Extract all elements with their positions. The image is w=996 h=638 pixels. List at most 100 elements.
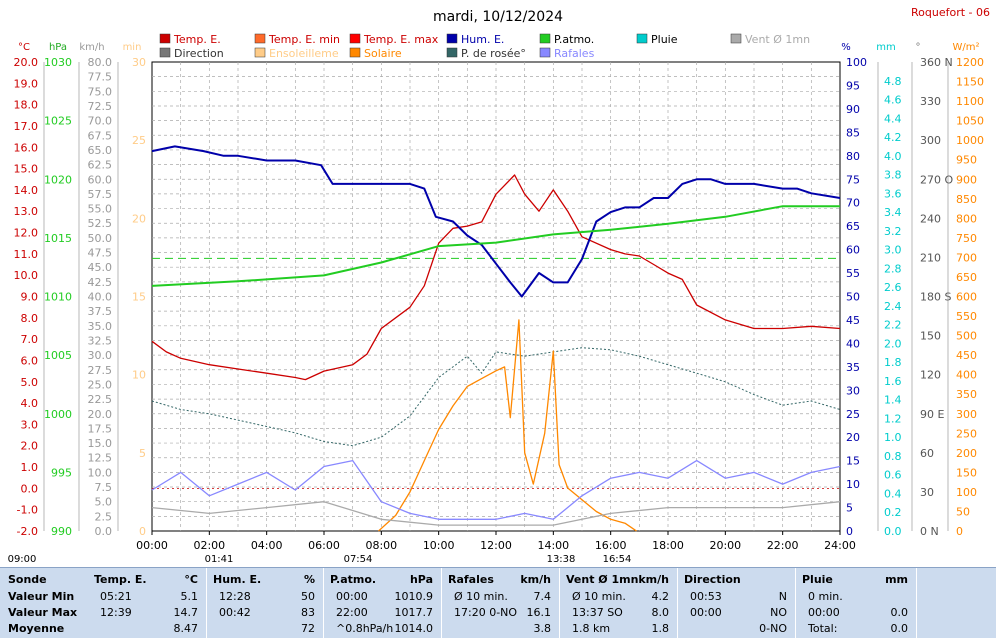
tick-hum: 85 — [846, 126, 860, 139]
tick-temp: 7.0 — [21, 333, 39, 346]
tick-wind: 7.5 — [95, 481, 113, 494]
table-cell-left: 00:00 — [808, 606, 840, 619]
table-cell-left: 00:42 — [219, 606, 251, 619]
tick-rain: 4.8 — [884, 75, 902, 88]
tick-dir: 300 — [920, 134, 941, 147]
tick-wind: 27.5 — [88, 364, 113, 377]
tick-rain: 4.4 — [884, 112, 902, 125]
tick-hum: 35 — [846, 361, 860, 374]
tick-wind: 30.0 — [88, 349, 113, 362]
tick-temp: 11.0 — [14, 248, 39, 261]
series-line — [378, 319, 637, 532]
table-column: Temp. E. °C 05:21 5.1 12:39 14.7 8.47 — [88, 568, 207, 638]
tick-rain: 4.0 — [884, 150, 902, 163]
table-cell-left: 12:28 — [219, 590, 251, 603]
tick-rain: 3.0 — [884, 244, 902, 257]
tick-temp: 10.0 — [14, 269, 39, 282]
tick-minutes: 5 — [139, 447, 146, 460]
table-column: Vent Ø 1mn km/h Ø 10 min. 4.2 13:37 SO 8.0 1.8… — [560, 568, 678, 638]
tick-solar: 350 — [956, 388, 977, 401]
series-line — [151, 145, 841, 298]
table-cell-left: 1.8 km — [572, 622, 611, 635]
tick-temp: 3.0 — [21, 418, 39, 431]
tick-hum: 95 — [846, 79, 860, 92]
sun-marker: 09:00 — [8, 554, 37, 565]
table-cell-left: Total: — [808, 622, 838, 635]
table-cell-left: Ø 10 min. — [572, 590, 626, 603]
column-header: Vent Ø 1mn — [566, 573, 639, 586]
tick-wind: 45.0 — [88, 261, 113, 274]
tick-rain: 1.4 — [884, 394, 902, 407]
tick-minutes: 0 — [139, 525, 146, 538]
tick-rain: 2.4 — [884, 300, 902, 313]
tick-rain: 0.2 — [884, 506, 902, 519]
tick-solar: 650 — [956, 271, 977, 284]
tick-dir: 180 S — [920, 291, 951, 304]
tick-minutes: 10 — [132, 369, 146, 382]
tick-wind: 67.5 — [88, 129, 113, 142]
legend-label: Hum. E. — [461, 33, 504, 46]
table-cell-left: 12:39 — [100, 606, 132, 619]
table-cell-left: Ø 10 min. — [454, 590, 508, 603]
legend-label: Temp. E. — [173, 33, 221, 46]
time-label: 16:00 — [595, 539, 627, 552]
legend-swatch — [254, 33, 266, 44]
column-header: P.atmo. — [330, 573, 377, 586]
tick-solar: 0 — [956, 525, 963, 538]
table-cell-value: 1.8 — [651, 622, 670, 635]
tick-solar: 50 — [956, 505, 970, 518]
column-unit: hPa — [409, 573, 433, 586]
tick-wind: 10.0 — [88, 466, 113, 479]
tick-rain: 0.0 — [884, 525, 902, 538]
time-label: 10:00 — [423, 539, 455, 552]
axis-unit-pressure: hPa — [49, 42, 67, 53]
table-cell-value: 8.47 — [173, 622, 199, 635]
table-column: Hum. E.% 12:28 50 00:42 83 72 — [207, 568, 324, 638]
table-cell-value: 7.4 — [533, 590, 552, 603]
table-cell-left: 00:00 — [690, 606, 722, 619]
table-cell-value: 14.7 — [173, 606, 199, 619]
legend-label: P.atmo. — [554, 33, 594, 46]
tick-rain: 1.0 — [884, 431, 902, 444]
tick-hum: 55 — [846, 267, 860, 280]
tick-hum: 75 — [846, 173, 860, 186]
tick-wind: 20.0 — [88, 408, 113, 421]
time-label: 04:00 — [251, 539, 283, 552]
table-cell-value: 1014.0 — [394, 622, 434, 635]
tick-wind: 57.5 — [88, 188, 113, 201]
tick-temp: 4.0 — [21, 397, 39, 410]
tick-rain: 3.6 — [884, 187, 902, 200]
axis-unit-dir: ° — [916, 42, 921, 53]
tick-wind: 47.5 — [88, 247, 113, 260]
column-header: Hum. E. — [213, 573, 262, 586]
tick-wind: 75.0 — [88, 85, 113, 98]
column-header: Direction — [684, 573, 741, 586]
tick-solar: 150 — [956, 466, 977, 479]
table-cell-value: 5.1 — [180, 590, 199, 603]
table-column: Rafales km/h Ø 10 min. 7.4 17:20 0-NO 16.1 3.8 — [442, 568, 560, 638]
tick-temp: 20.0 — [14, 56, 39, 69]
tick-pressure: 1025 — [44, 115, 72, 128]
legend-label: Vent Ø 1mn — [745, 33, 810, 46]
column-header: Pluie — [802, 573, 833, 586]
legend-swatch — [159, 47, 171, 58]
tick-dir: 270 O — [920, 173, 953, 186]
row-label-min: Valeur Min — [8, 590, 75, 603]
legend-swatch — [636, 33, 648, 44]
tick-temp: 8.0 — [21, 312, 39, 325]
tick-rain: 1.2 — [884, 412, 902, 425]
legend-swatch — [254, 47, 266, 58]
table-cell-left: 22:00 — [336, 606, 368, 619]
tick-pressure: 1010 — [44, 291, 72, 304]
time-label: 18:00 — [652, 539, 684, 552]
tick-rain: 0.4 — [884, 487, 902, 500]
tick-rain: 1.8 — [884, 356, 902, 369]
tick-dir: 30 — [920, 486, 934, 499]
tick-pressure: 1020 — [44, 173, 72, 186]
table-cell-left: 05:21 — [100, 590, 132, 603]
tick-wind: 60.0 — [88, 173, 113, 186]
table-cell-value: 72 — [301, 622, 315, 635]
tick-hum: 45 — [846, 314, 860, 327]
axis-unit-wind: km/h — [79, 42, 104, 53]
tick-temp: 0.0 — [21, 482, 39, 495]
